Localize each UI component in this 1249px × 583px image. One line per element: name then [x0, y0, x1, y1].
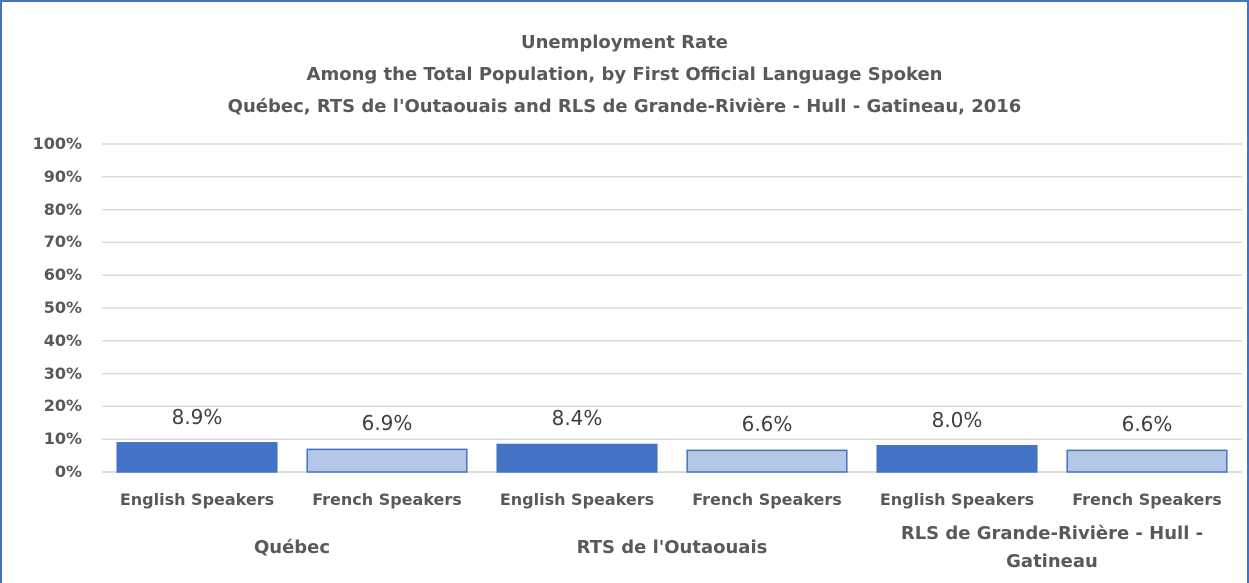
- group-label: RTS de l'Outaouais: [576, 537, 768, 558]
- x-tick-label: French Speakers: [312, 490, 462, 509]
- y-tick-label: 70%: [43, 232, 82, 252]
- y-tick-label: 50%: [43, 298, 82, 317]
- y-tick-label: 80%: [43, 199, 82, 219]
- y-tick-label: 10%: [43, 429, 82, 449]
- group-label: Québec: [253, 537, 331, 558]
- bar: [116, 442, 278, 473]
- bar: [1066, 449, 1228, 473]
- bar: [876, 445, 1038, 473]
- data-label: 8.0%: [931, 407, 983, 432]
- x-tick-label: English Speakers: [879, 490, 1035, 509]
- chart-subtitle: Québec, RTS de l'Outaouais and RLS de Gr…: [227, 96, 1022, 117]
- bar: [686, 449, 848, 473]
- data-label: 6.9%: [361, 411, 413, 436]
- x-tick-label: English Speakers: [499, 490, 655, 509]
- y-tick-label: 0%: [54, 462, 82, 481]
- y-tick-label: 100%: [32, 134, 82, 153]
- bar: [306, 448, 468, 473]
- bar: [496, 443, 658, 473]
- data-label: 8.9%: [171, 404, 223, 429]
- data-label: 6.6%: [741, 412, 793, 437]
- y-tick-label: 40%: [43, 330, 82, 350]
- x-tick-label: English Speakers: [119, 490, 275, 509]
- y-tick-label: 60%: [43, 265, 82, 285]
- data-label: 6.6%: [1121, 412, 1173, 437]
- x-tick-label: French Speakers: [1072, 490, 1222, 509]
- y-tick-label: 90%: [43, 166, 82, 186]
- x-tick-label: French Speakers: [692, 490, 842, 509]
- chart-title: Unemployment Rate: [520, 32, 729, 53]
- chart-subtitle: Among the Total Population, by First Off…: [306, 64, 943, 85]
- y-tick-label: 20%: [43, 396, 82, 416]
- data-label: 8.4%: [551, 406, 603, 431]
- group-label: RLS de Grande-Rivière - Hull - Gatineau: [900, 523, 1204, 572]
- y-tick-label: 30%: [43, 363, 82, 383]
